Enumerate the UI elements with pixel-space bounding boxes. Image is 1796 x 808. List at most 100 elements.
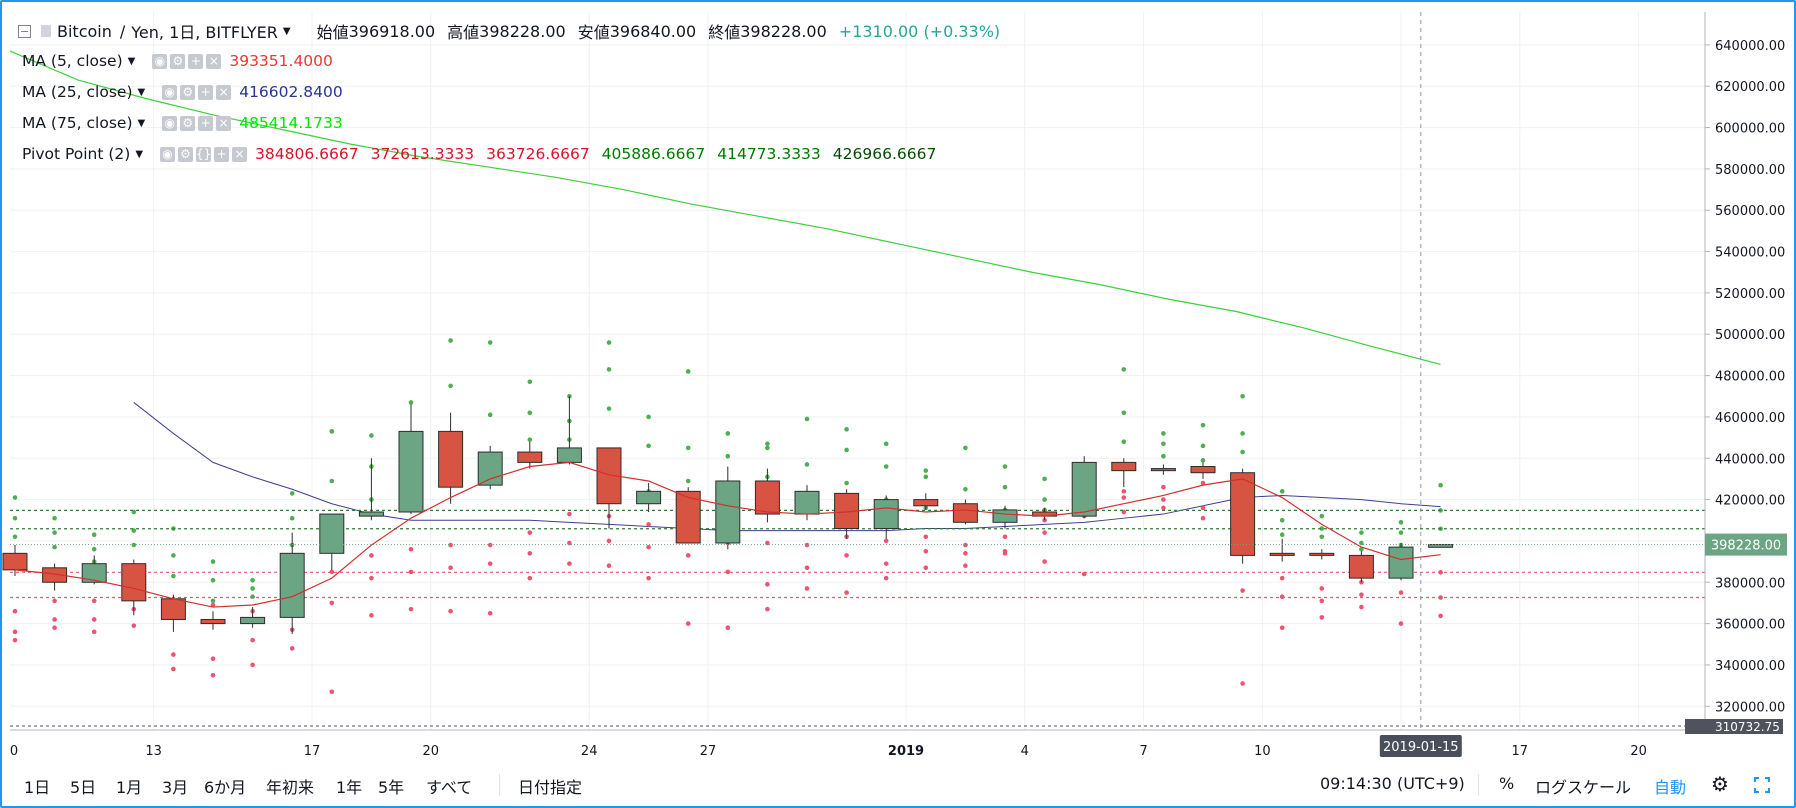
pivot-resistance-point — [1398, 520, 1404, 525]
pivot-resistance-point — [1240, 431, 1245, 436]
range-1y-button[interactable]: 1年 — [336, 778, 363, 797]
y-tick-label: 540000.00 — [1715, 246, 1785, 261]
gear-icon[interactable]: ⚙ — [178, 146, 194, 162]
close-label: 終値 — [708, 23, 741, 42]
indicator-name[interactable]: MA (25, close) — [22, 83, 133, 101]
candle-body — [1428, 544, 1454, 548]
pivot-support-point — [765, 606, 770, 612]
x-tick-label: 4 — [1021, 744, 1029, 759]
range-5y-button[interactable]: 5年 — [378, 778, 405, 797]
candle — [279, 532, 305, 634]
pivot-support-point — [210, 602, 216, 608]
pivot-resistance-point — [12, 495, 18, 500]
range-all-button[interactable]: すべて — [426, 778, 473, 797]
chevron-down-icon[interactable]: ▼ — [137, 86, 146, 98]
pivot-support-point — [369, 575, 374, 581]
plus-icon[interactable]: + — [214, 146, 230, 162]
indicator-controls: ◉ ⚙ + × — [149, 53, 222, 69]
pivot-support-point — [1240, 681, 1245, 686]
chevron-down-icon[interactable]: ▼ — [135, 148, 144, 160]
pivot-support-point — [250, 637, 255, 643]
pivot-resistance-point — [52, 530, 57, 535]
pivot-support-point — [52, 598, 57, 604]
eye-icon[interactable]: ◉ — [152, 53, 168, 69]
goto-date-button[interactable]: 日付指定 — [518, 778, 583, 797]
pivot-support-point — [1279, 575, 1285, 581]
pivot-support-point — [1319, 586, 1325, 591]
candle — [42, 563, 68, 591]
chevron-down-icon[interactable]: ▼ — [282, 25, 291, 37]
candle-body — [358, 511, 384, 517]
chevron-down-icon[interactable]: ▼ — [137, 117, 146, 129]
pivot-resistance-point — [646, 443, 651, 449]
range-3m-button[interactable]: 3月 — [162, 778, 189, 797]
indicator-name[interactable]: MA (75, close) — [22, 114, 133, 132]
indicator-value: 485414.1733 — [239, 114, 343, 132]
candle-body — [992, 509, 1018, 523]
indicator-value: 393351.4000 — [229, 52, 333, 70]
clock-timezone[interactable]: 09:14:30 (UTC+9) — [1320, 774, 1465, 793]
plus-icon[interactable]: + — [198, 115, 214, 131]
close-icon[interactable]: × — [216, 115, 232, 131]
chart-canvas[interactable]: 640000.00 620000.00 600000.00 580000.00 5600… — [2, 2, 1794, 766]
gear-icon[interactable]: ⚙ — [180, 115, 196, 131]
pivot-support-point — [804, 586, 810, 591]
range-6m-button[interactable]: 6か月 — [204, 778, 247, 797]
x-tick-label: 17 — [1512, 744, 1529, 759]
pivot-resistance-point — [131, 528, 137, 533]
percent-scale-button[interactable]: % — [1499, 774, 1515, 793]
gear-icon[interactable]: ⚙ — [170, 53, 186, 69]
pivot-resistance-point — [1042, 497, 1047, 502]
pivot-support-point — [1161, 484, 1166, 490]
y-tick-label: 500000.00 — [1715, 328, 1785, 343]
close-value: 398228.00 — [740, 21, 827, 41]
eye-icon[interactable]: ◉ — [162, 84, 178, 100]
plus-icon[interactable]: + — [198, 84, 214, 100]
plus-icon[interactable]: + — [188, 53, 204, 69]
collapse-icon[interactable] — [18, 24, 31, 38]
pivot-support-point — [329, 569, 335, 575]
pivot-resistance-point — [963, 445, 968, 451]
pivot-resistance-point — [487, 412, 493, 418]
ma75-line — [9, 50, 1441, 365]
pivot-support-point — [289, 646, 295, 651]
y-tick-label: 420000.00 — [1715, 494, 1785, 509]
pivot-support-point — [91, 598, 97, 604]
eye-icon[interactable]: ◉ — [162, 115, 178, 131]
symbol-name[interactable]: Bitcoin — [57, 21, 112, 41]
range-1m-button[interactable]: 1月 — [116, 778, 143, 797]
pivot-support-point — [527, 575, 533, 581]
candle-body — [279, 552, 305, 618]
pivot-resistance-point — [1002, 464, 1008, 469]
pivot-value: 372613.3333 — [370, 145, 475, 163]
range-1d-button[interactable]: 1日 — [24, 778, 51, 797]
log-scale-button[interactable]: ログスケール — [1535, 778, 1632, 797]
candle — [952, 499, 978, 525]
close-icon[interactable]: × — [216, 84, 232, 100]
crosshair-date-badge — [1379, 735, 1462, 757]
range-5d-button[interactable]: 5日 — [70, 778, 97, 797]
candle-body — [952, 503, 978, 523]
y-tick-label: 600000.00 — [1715, 122, 1785, 137]
indicator-name[interactable]: MA (5, close) — [22, 52, 123, 70]
symbol-interval-exchange[interactable]: Yen, 1日, BITFLYER — [131, 23, 278, 42]
braces-icon[interactable]: {} — [196, 146, 212, 162]
range-ytd-button[interactable]: 年初来 — [266, 778, 315, 797]
gear-icon[interactable]: ⚙ — [180, 84, 196, 100]
candle — [675, 487, 701, 544]
auto-scale-button[interactable]: 自動 — [1654, 778, 1687, 797]
low-price-label: 310732.75 — [1715, 720, 1780, 734]
pivot-support-point — [725, 625, 731, 631]
pivot-resistance-point — [883, 441, 889, 447]
chevron-down-icon[interactable]: ▼ — [127, 55, 136, 67]
close-icon[interactable]: × — [206, 53, 222, 69]
pivot-resistance-point — [329, 429, 335, 434]
eye-icon[interactable]: ◉ — [160, 146, 176, 162]
indicator-name[interactable]: Pivot Point (2) — [22, 145, 131, 163]
close-icon[interactable]: × — [232, 146, 248, 162]
fullscreen-icon[interactable] — [1754, 777, 1770, 793]
indicator-ma75-legend: MA (75, close) ▼ ◉ ⚙ + × 485414.1733 — [22, 114, 343, 132]
y-tick-label: 560000.00 — [1715, 204, 1785, 219]
gear-icon[interactable]: ⚙ — [1711, 772, 1729, 796]
